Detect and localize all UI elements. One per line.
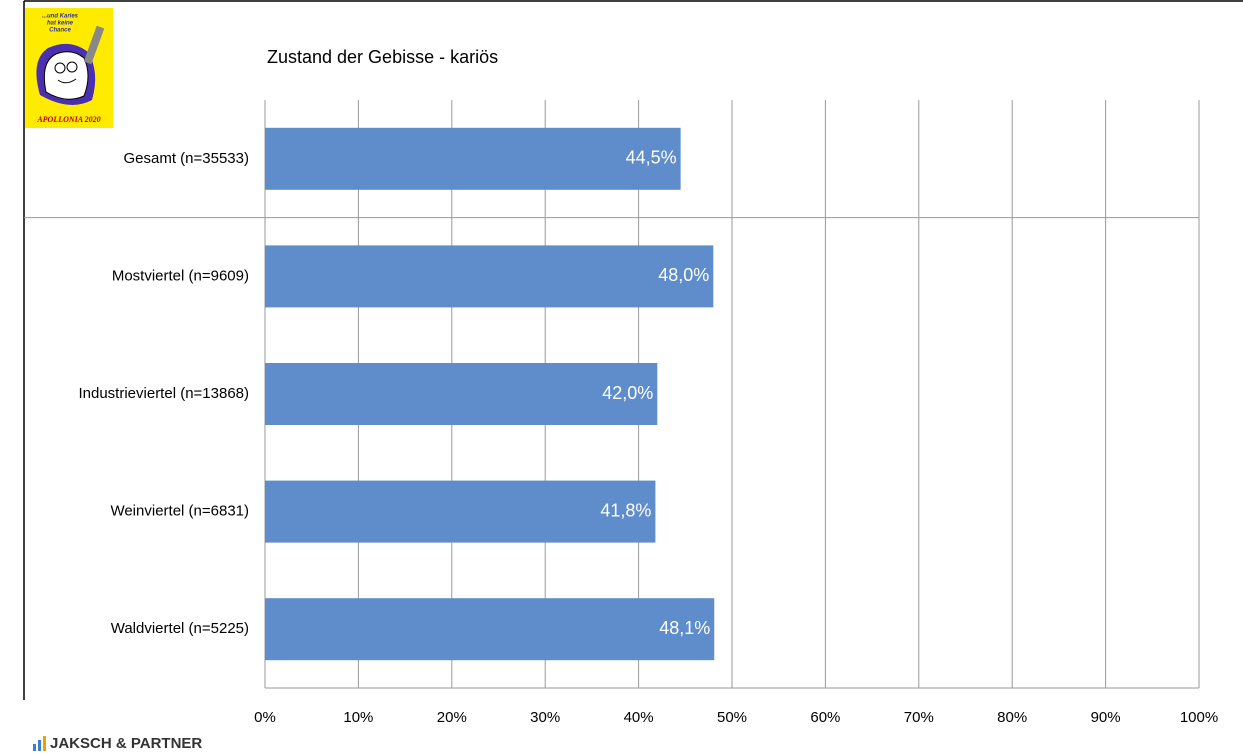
x-tick-label: 90% <box>1091 709 1121 726</box>
chart-title: Zustand der Gebisse - kariös <box>267 47 498 67</box>
bar <box>265 480 656 543</box>
value-label: 44,5% <box>626 148 677 168</box>
x-tick-label: 80% <box>997 709 1027 726</box>
bar <box>265 127 681 190</box>
x-tick-label: 60% <box>810 709 840 726</box>
logo-mouth <box>57 78 77 84</box>
logo-eye <box>54 62 66 74</box>
value-label: 48,0% <box>658 265 709 285</box>
logo-brush <box>83 25 105 65</box>
footer-icon <box>38 740 41 751</box>
x-tick-label: 40% <box>624 709 654 726</box>
x-tick-label: 10% <box>343 709 373 726</box>
logo-eye <box>66 61 78 73</box>
value-label: 41,8% <box>600 500 651 520</box>
y-tick-label: Industrieviertel (n=13868) <box>78 385 249 402</box>
x-tick-label: 50% <box>717 709 747 726</box>
y-tick-label: Waldviertel (n=5225) <box>111 620 249 637</box>
logo-slogan: Chance <box>49 28 71 34</box>
x-tick-label: 30% <box>530 709 560 726</box>
value-label: 48,1% <box>659 618 710 638</box>
logo-tooth <box>43 51 89 100</box>
y-tick-label: Weinviertel (n=6831) <box>110 503 249 520</box>
x-tick-label: 20% <box>437 709 467 726</box>
footer-logo: JAKSCH & PARTNER <box>33 735 202 752</box>
footer-icon <box>33 744 36 751</box>
y-tick-label: Gesamt (n=35533) <box>124 150 250 167</box>
x-tick-label: 70% <box>904 709 934 726</box>
bar <box>265 245 714 308</box>
logo-slogan: ...und Karies <box>42 14 79 20</box>
bar <box>265 363 658 425</box>
x-tick-label: 100% <box>1180 709 1218 726</box>
logo: ...und Karies hat keine Chance APOLLONIA… <box>25 8 113 128</box>
footer-brand: JAKSCH & PARTNER <box>50 735 202 752</box>
value-label: 42,0% <box>602 383 653 403</box>
y-tick-label: Mostviertel (n=9609) <box>112 267 249 284</box>
bar <box>265 598 715 661</box>
logo-name: APOLLONIA 2020 <box>36 115 100 124</box>
logo-slogan: hat keine <box>47 21 74 27</box>
x-tick-label: 0% <box>254 709 276 726</box>
footer-icon <box>43 736 46 751</box>
